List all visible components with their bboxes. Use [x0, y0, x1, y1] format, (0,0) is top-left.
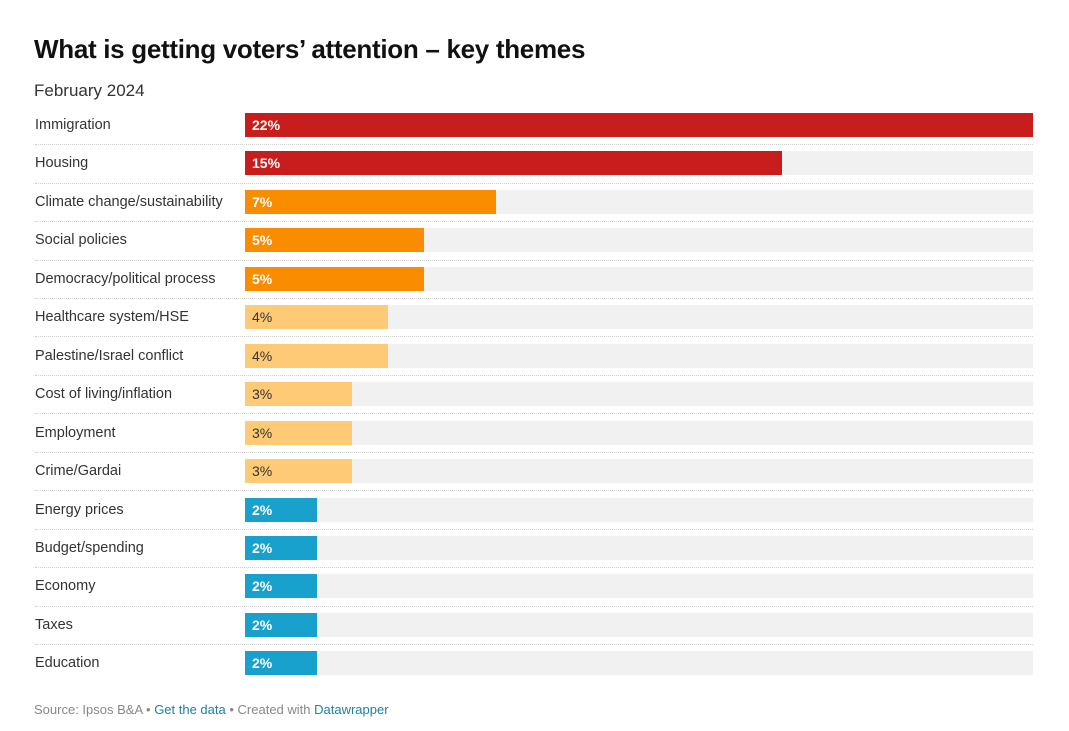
- row-separator: [35, 490, 1033, 491]
- bar-value-label: 2%: [252, 539, 273, 556]
- row-separator: [35, 606, 1033, 607]
- bar-value-label: 3%: [252, 386, 273, 403]
- bar: [245, 420, 353, 445]
- row-separator: [35, 375, 1033, 376]
- category-label: Housing: [35, 155, 89, 172]
- row-separator: [35, 221, 1033, 222]
- category-label: Social policies: [35, 232, 127, 249]
- bar-background: [245, 497, 1033, 522]
- bar-background: [245, 382, 1033, 407]
- bar-value-label: 4%: [252, 309, 273, 326]
- bar-value-label: 7%: [252, 193, 273, 210]
- row-separator: [35, 260, 1033, 261]
- source-text: Source: Ipsos B&A: [34, 702, 143, 717]
- row-separator: [35, 298, 1033, 299]
- row-separator: [35, 183, 1033, 184]
- bar-value-label: 3%: [252, 424, 273, 441]
- bar-value-label: 2%: [252, 501, 273, 518]
- bar-value-label: 2%: [252, 578, 273, 595]
- category-label: Economy: [35, 578, 96, 595]
- bar: [245, 113, 1033, 137]
- row-separator: [35, 336, 1033, 337]
- bar-value-label: 3%: [252, 463, 273, 480]
- category-label: Immigration: [35, 117, 111, 133]
- bar-value-label: 2%: [252, 616, 273, 633]
- category-label: Healthcare system/HSE: [35, 309, 189, 326]
- category-label: Democracy/political process: [35, 270, 216, 287]
- category-label: Employment: [35, 424, 116, 441]
- bar: [245, 305, 389, 330]
- bar-background: [245, 651, 1033, 676]
- bar: [245, 459, 353, 484]
- category-label: Energy prices: [35, 501, 124, 518]
- chart-subtitle: February 2024: [34, 81, 145, 100]
- bar-value-label: 5%: [252, 270, 273, 287]
- bar: [245, 382, 353, 407]
- category-label: Climate change/sustainability: [35, 193, 223, 210]
- bar: [245, 497, 317, 522]
- row-separator: [35, 452, 1033, 453]
- footer-separator: •: [142, 702, 155, 717]
- bar-value-label: 2%: [252, 655, 273, 672]
- category-label: Crime/Gardai: [35, 463, 122, 480]
- row-separator: [35, 529, 1033, 530]
- bar: [245, 535, 317, 560]
- bar: [245, 151, 783, 176]
- row-separator: [35, 644, 1033, 645]
- get-the-data-link[interactable]: Get the data: [154, 702, 226, 717]
- bar: [245, 189, 496, 214]
- row-separator: [35, 144, 1033, 145]
- category-label: Budget/spending: [35, 539, 144, 556]
- bar-value-label: 4%: [252, 347, 273, 364]
- chart-title: What is getting voters’ attention – key …: [34, 34, 586, 64]
- category-label: Education: [35, 655, 100, 672]
- datawrapper-link[interactable]: Datawrapper: [314, 702, 389, 717]
- bar: [245, 228, 425, 253]
- bar-value-label: 22%: [252, 117, 281, 133]
- category-label: Palestine/Israel conflict: [35, 347, 184, 364]
- bar-background: [245, 612, 1033, 637]
- bar-chart: Immigration 22% Housing 15% Climate change/s…: [35, 113, 1033, 676]
- chart-footer: Source: Ipsos B&A • Get the data • Creat…: [34, 702, 389, 717]
- footer-separator: •: [225, 702, 238, 717]
- row-separator: [35, 567, 1033, 568]
- bar: [245, 651, 317, 676]
- bar: [245, 574, 317, 599]
- bar-background: [245, 459, 1033, 484]
- bar: [245, 266, 425, 291]
- bar: [245, 612, 317, 637]
- category-label: Cost of living/inflation: [35, 386, 173, 403]
- created-with-text: Created with: [237, 702, 315, 717]
- bar-value-label: 15%: [252, 155, 281, 172]
- bar-background: [245, 535, 1033, 560]
- row-separator: [35, 413, 1033, 414]
- bar: [245, 343, 389, 368]
- bar-value-label: 5%: [252, 232, 273, 249]
- bar-background: [245, 420, 1033, 445]
- bar-background: [245, 574, 1033, 599]
- category-label: Taxes: [35, 616, 73, 633]
